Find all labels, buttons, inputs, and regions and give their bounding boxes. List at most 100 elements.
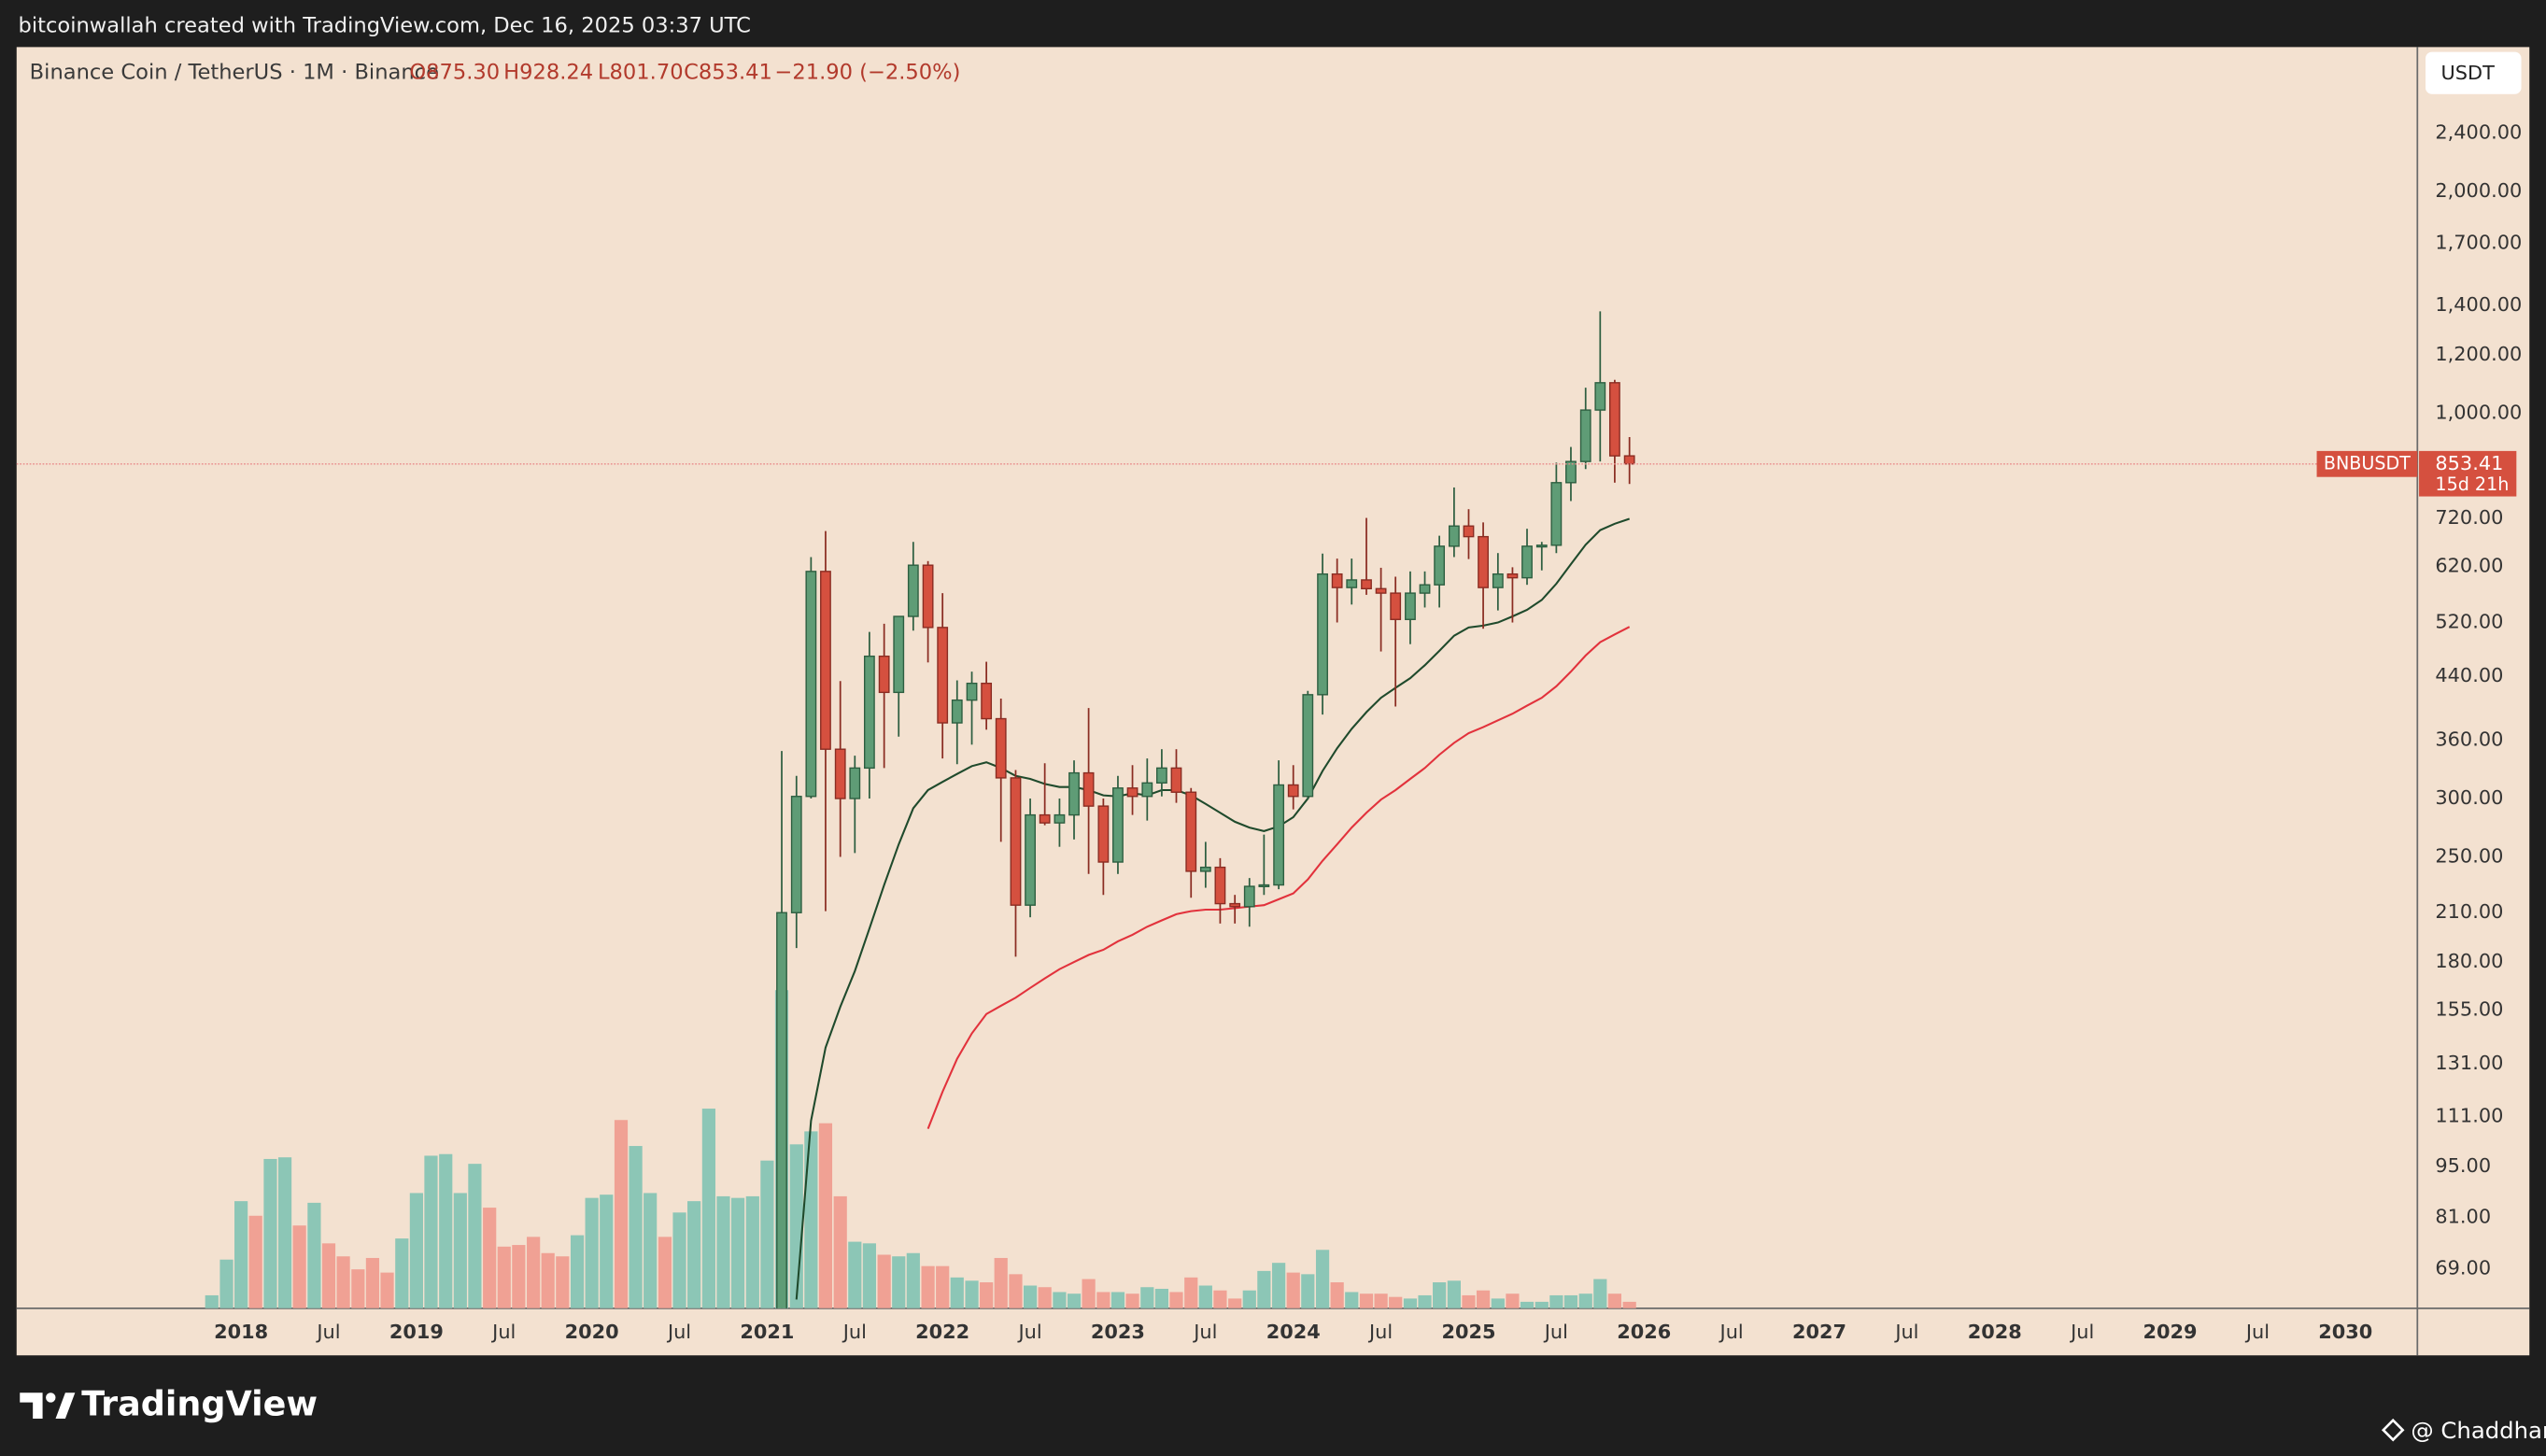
y-tick-label: 69.00 [2435, 1257, 2491, 1279]
candle-body [1054, 813, 1066, 824]
candle-body [1097, 805, 1110, 863]
volume-bar [351, 1269, 365, 1308]
y-tick-label: 720.00 [2435, 506, 2503, 529]
volume-bar [848, 1241, 862, 1308]
volume-bar [409, 1193, 423, 1308]
volume-bar [1447, 1280, 1461, 1308]
volume-bar [629, 1146, 643, 1308]
volume-bar [1257, 1270, 1271, 1308]
candle-body [1082, 771, 1095, 807]
candle-body [776, 912, 787, 1308]
volume-bar [658, 1237, 672, 1308]
volume-bar [745, 1195, 759, 1308]
candle-body [1521, 545, 1533, 579]
candle-body [1170, 767, 1182, 793]
volume-bar [1476, 1290, 1491, 1308]
volume-bar [892, 1256, 906, 1308]
volume-bar [906, 1252, 920, 1308]
candle-body [1478, 535, 1489, 588]
candle-body [1434, 545, 1446, 586]
x-tick-label: 2026 [1617, 1321, 1671, 1343]
volume-bar [497, 1246, 511, 1308]
volume-bar [804, 1131, 818, 1308]
candle-body [951, 699, 963, 724]
credit: @ Chaddhar [2411, 1417, 2546, 1444]
x-tick-label: Jul [1192, 1321, 1217, 1343]
candle-body [1229, 902, 1241, 908]
volume-bar [1374, 1293, 1388, 1308]
volume-bar [1140, 1287, 1154, 1308]
logo-mark [20, 1392, 43, 1420]
candle-body [1361, 579, 1372, 590]
volume-bar [1125, 1293, 1139, 1308]
candle-body [1331, 573, 1343, 588]
candle-body [1463, 525, 1475, 538]
candle-body [1550, 482, 1563, 546]
plot-area [16, 311, 2418, 1308]
x-tick-label: Jul [315, 1321, 340, 1343]
logo-mark [55, 1392, 76, 1420]
volume-bar [468, 1164, 482, 1308]
volume-bar [205, 1294, 219, 1308]
volume-bar [1462, 1294, 1476, 1308]
volume-bar [307, 1202, 321, 1308]
volume-bar [1506, 1293, 1520, 1308]
high-label: H928.24 [503, 61, 593, 85]
volume-bar [862, 1243, 876, 1308]
volume-bar [292, 1225, 306, 1308]
x-tick-label: 2027 [1792, 1321, 1846, 1343]
candle-body [1579, 409, 1591, 462]
candle-body [1025, 813, 1036, 906]
candle-body [1273, 784, 1285, 886]
candle-body [1214, 866, 1226, 905]
volume-bar [1213, 1290, 1227, 1308]
volume-bar [1563, 1294, 1578, 1308]
volume-bar [833, 1195, 847, 1308]
volume-bar [263, 1158, 277, 1308]
volume-bar [1359, 1293, 1374, 1308]
candle-body [1506, 573, 1519, 579]
candle-body [1185, 791, 1197, 872]
x-tick-label: Jul [2244, 1321, 2270, 1343]
candle-body [863, 655, 875, 770]
x-tick-label: 2018 [214, 1321, 268, 1343]
volume-bar [950, 1277, 964, 1308]
x-tick-label: 2030 [2318, 1321, 2372, 1343]
volume-bar [1184, 1277, 1198, 1308]
countdown-label: 15d 21h [2435, 474, 2509, 495]
x-tick-label: Jul [1893, 1321, 1918, 1343]
x-tick-label: 2028 [1968, 1321, 2022, 1343]
candle-body [1302, 694, 1314, 798]
y-tick-label: 1,000.00 [2435, 401, 2522, 423]
moving-average-line [926, 626, 1631, 1129]
candle-body [1243, 885, 1255, 908]
volume-bar [1403, 1298, 1418, 1308]
volume-bar [1535, 1301, 1549, 1308]
logo-mark [46, 1392, 56, 1403]
y-tick-label: 250.00 [2435, 844, 2503, 867]
volume-bar [1038, 1287, 1052, 1308]
y-tick-label: 131.00 [2435, 1052, 2503, 1074]
x-tick-label: 2020 [565, 1321, 619, 1343]
y-tick-label: 440.00 [2435, 664, 2503, 686]
candle-body [1068, 771, 1080, 816]
chart-title: Binance Coin / TetherUS · 1M · Binance [30, 61, 439, 85]
volume-bar [716, 1195, 730, 1308]
x-tick-label: Jul [1719, 1321, 1744, 1343]
candle-body [1141, 782, 1153, 798]
price-label-box [2419, 450, 2517, 497]
y-tick-label: 81.00 [2435, 1206, 2491, 1228]
candle-body [1199, 866, 1211, 872]
currency-button[interactable] [2425, 51, 2522, 94]
y-tick-label: 111.00 [2435, 1105, 2503, 1127]
volume-bar [570, 1235, 585, 1308]
volume-bar [1110, 1292, 1125, 1308]
volume-bar [234, 1201, 248, 1308]
volume-bar [730, 1197, 745, 1308]
brand: TradingView [81, 1384, 318, 1424]
volume-bar [1301, 1274, 1315, 1308]
currency-button-label[interactable]: USDT [2441, 62, 2496, 84]
volume-bar [672, 1212, 686, 1308]
candle-body [1258, 883, 1270, 887]
